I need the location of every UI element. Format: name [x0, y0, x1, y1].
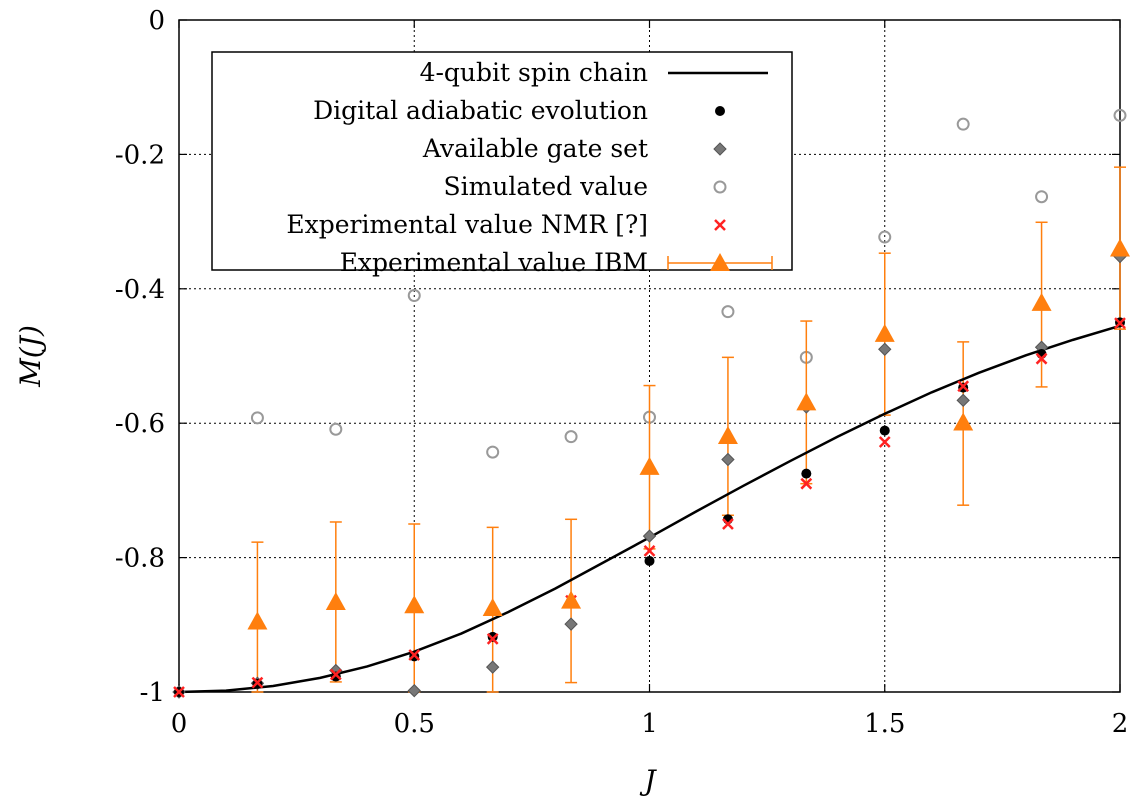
y-tick-label: -0.6 — [115, 409, 165, 439]
y-axis-title: M(J) — [14, 325, 47, 388]
series-ibm-triangles — [247, 238, 1130, 630]
cross-stroke — [714, 219, 726, 231]
data-point — [250, 411, 264, 425]
data-point — [1035, 190, 1049, 204]
legend-entry: Simulated value — [443, 172, 727, 201]
y-tick-label: -0.2 — [115, 140, 165, 170]
cross-stroke — [643, 544, 656, 557]
y-tick-label: -1 — [140, 678, 165, 708]
data-point — [956, 393, 970, 408]
series-circle — [250, 108, 1127, 459]
data-point — [717, 425, 738, 444]
x-tick-label: 0 — [171, 709, 188, 739]
data-point — [482, 598, 503, 616]
legend-marker — [710, 253, 730, 271]
legend-entry: Digital adiabatic evolution — [313, 96, 725, 125]
x-tick-label: 1.5 — [864, 709, 905, 739]
data-point — [878, 436, 891, 448]
data-point — [953, 412, 974, 431]
cross-stroke — [173, 686, 185, 698]
data-point — [564, 430, 578, 444]
x-tick-label: 0.5 — [394, 709, 435, 739]
x-axis-tick-labels: 0 0.5 1 1.5 2 — [171, 709, 1129, 739]
data-point — [796, 392, 817, 411]
data-point — [486, 633, 499, 645]
data-point — [173, 686, 185, 698]
legend-marker — [713, 142, 727, 156]
data-point — [247, 611, 268, 630]
legend-marker — [713, 180, 727, 194]
legend-label: Available gate set — [422, 134, 648, 163]
cross-stroke — [329, 668, 342, 681]
data-point — [1114, 317, 1126, 329]
data-point — [330, 671, 341, 682]
cross-stroke — [957, 380, 970, 393]
legend-entry: Experimental value NMR [?] — [286, 210, 726, 239]
x-axis-title: J — [639, 764, 657, 797]
cross-stroke — [486, 633, 499, 645]
data-point — [879, 425, 890, 436]
cross-stroke — [251, 676, 264, 689]
cross-stroke — [878, 436, 891, 448]
data-point — [329, 668, 342, 681]
legend-label: 4-qubit spin chain — [420, 58, 648, 87]
data-point — [639, 456, 660, 475]
data-point — [956, 117, 970, 131]
data-point — [564, 617, 578, 631]
data-point — [800, 477, 813, 490]
y-tick-label: 0 — [148, 6, 165, 36]
data-point — [485, 660, 500, 674]
data-point — [721, 305, 735, 319]
legend-label: Experimental value NMR [?] — [286, 210, 648, 239]
legend-entry: Available gate set — [422, 134, 727, 163]
data-point — [404, 595, 425, 614]
data-point — [329, 422, 343, 436]
data-point — [801, 468, 812, 479]
plot-series — [172, 108, 1130, 699]
data-point — [407, 289, 421, 303]
data-point — [1031, 292, 1052, 311]
legend-entry: Experimental value IBM — [340, 248, 773, 277]
data-point — [1110, 238, 1130, 257]
cross-stroke — [408, 649, 421, 661]
legend: 4-qubit spin chain Digital adiabatic evol… — [211, 51, 793, 277]
data-point — [325, 591, 346, 610]
cross-stroke — [722, 518, 734, 530]
cross-stroke — [1035, 352, 1048, 365]
data-point — [407, 683, 421, 698]
legend-marker — [715, 106, 725, 116]
data-point — [642, 529, 657, 543]
data-point — [878, 230, 892, 244]
legend-label: Experimental value IBM — [340, 248, 648, 277]
data-point — [251, 676, 264, 689]
y-tick-label: -0.8 — [115, 544, 165, 574]
data-point — [1113, 108, 1127, 122]
cross-stroke — [800, 477, 813, 490]
cross-stroke — [1114, 317, 1126, 329]
axis-ticks — [178, 19, 1121, 693]
y-tick-label: -0.4 — [115, 275, 165, 305]
legend-marker — [714, 219, 726, 231]
data-point — [408, 649, 421, 661]
legend-label: Digital adiabatic evolution — [313, 96, 648, 125]
data-point — [561, 590, 582, 609]
legend-label: Simulated value — [443, 172, 648, 201]
legend-entry: 4-qubit spin chain — [420, 58, 768, 87]
legend-box — [211, 51, 793, 271]
data-point — [643, 544, 656, 557]
data-point — [1035, 352, 1048, 365]
data-point — [721, 452, 735, 467]
data-point — [957, 380, 970, 393]
data-point — [722, 518, 734, 530]
data-point — [486, 445, 500, 459]
x-tick-label: 1 — [641, 709, 658, 739]
data-point — [874, 323, 895, 342]
x-tick-label: 2 — [1112, 709, 1129, 739]
data-point — [878, 342, 892, 356]
data-point — [487, 631, 498, 642]
data-point — [644, 555, 655, 566]
y-axis-tick-labels: 0 -0.2 -0.4 -0.6 -0.8 -1 — [115, 6, 165, 708]
